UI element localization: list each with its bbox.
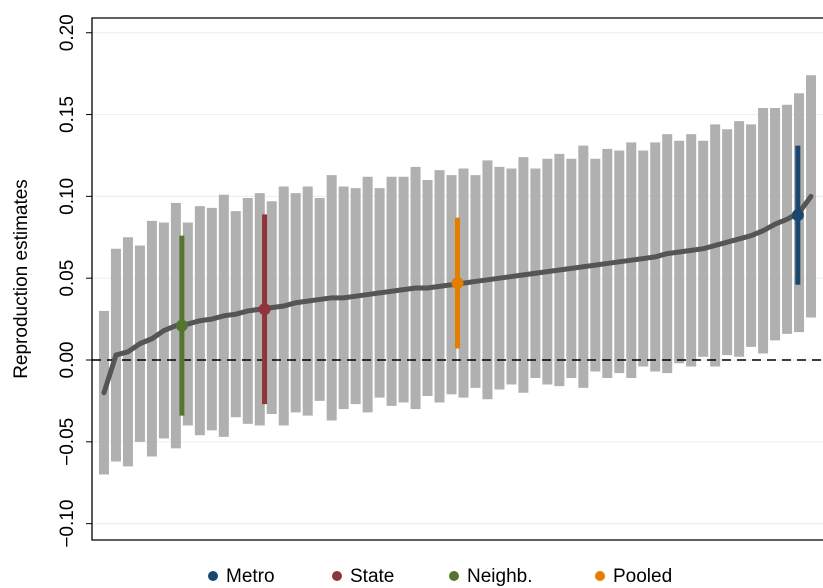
legend-label: State (350, 566, 394, 587)
legend-marker (332, 571, 342, 581)
legend-label: Pooled (613, 566, 672, 587)
legend-label: Neighb. (467, 566, 533, 587)
highlight-point (791, 209, 804, 222)
y-tick-label: 0.05 (57, 260, 78, 297)
y-tick-label: 0.20 (57, 14, 78, 51)
legend-marker (449, 571, 459, 581)
legend-marker (208, 571, 218, 581)
axis-frame (91, 17, 823, 541)
highlight-point (258, 303, 271, 316)
y-tick-label: 0.10 (57, 178, 78, 215)
highlight-point (175, 319, 188, 332)
highlight-point (451, 277, 464, 290)
y-axis-label: Reproduction estimates (11, 179, 32, 379)
y-tick-label: 0.15 (57, 96, 78, 133)
legend-marker (595, 571, 605, 581)
y-tick-label: −0.05 (57, 418, 78, 466)
y-tick-label: 0.00 (57, 342, 78, 379)
y-tick-label: −0.10 (57, 500, 78, 548)
legend-label: Metro (226, 566, 275, 587)
